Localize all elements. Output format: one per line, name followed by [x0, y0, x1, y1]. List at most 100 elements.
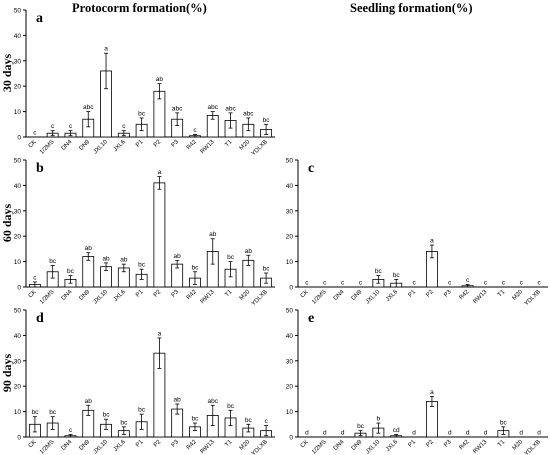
y-tick-label: 50 [286, 158, 294, 165]
x-tick-label: YDLXB [251, 139, 269, 157]
significance-letter: ab [85, 398, 93, 405]
y-tick-label: 50 [14, 8, 22, 15]
significance-letter: abc [225, 105, 236, 112]
significance-letter: d [305, 430, 309, 437]
x-tick-label: JXL6 [113, 139, 127, 153]
y-tick-label: 20 [286, 384, 294, 391]
x-tick-label: 1/2MS [39, 289, 56, 306]
significance-letter: bc [31, 409, 39, 416]
significance-letter: c [69, 123, 73, 130]
x-tick-label: DN4 [61, 289, 74, 302]
x-tick-label: DN4 [61, 439, 74, 452]
significance-letter: c [520, 280, 524, 287]
x-tick-label: P3 [443, 289, 453, 299]
y-tick-label: 20 [14, 384, 22, 391]
significance-letter: d [466, 430, 470, 437]
y-tick-label: 10 [14, 259, 22, 266]
panel-letter: b [36, 161, 44, 176]
y-tick-label: 50 [286, 308, 294, 315]
significance-letter: bc [357, 423, 365, 430]
x-tick-label: 1/2MS [39, 439, 56, 455]
x-tick-label: CK [300, 439, 310, 449]
significance-letter: d [323, 430, 327, 437]
significance-letter: bc [263, 266, 271, 273]
x-tick-label: JXL6 [113, 439, 127, 453]
significance-letter: d [537, 430, 541, 437]
x-tick-label: M20 [239, 139, 252, 152]
significance-letter: bc [500, 419, 508, 426]
significance-letter: c [264, 418, 268, 425]
significance-letter: a [158, 330, 162, 337]
x-tick-label: T1 [224, 139, 234, 149]
y-tick-label: 10 [286, 409, 294, 416]
significance-letter: c [69, 427, 73, 434]
x-tick-label: M20 [239, 439, 252, 452]
row-label: 60 days [0, 203, 14, 242]
significance-letter: d [519, 430, 523, 437]
significance-letter: abc [208, 104, 219, 111]
y-tick-label: 50 [14, 308, 22, 315]
significance-letter: bc [192, 264, 200, 271]
x-tick-label: DN4 [333, 289, 346, 302]
significance-letter: ab [156, 76, 164, 83]
y-tick-label: 40 [14, 183, 22, 190]
x-tick-label: 1/2MS [39, 139, 56, 156]
x-tick-label: P1 [135, 439, 145, 449]
y-tick-label: 0 [17, 135, 21, 142]
x-tick-label: T1 [497, 439, 507, 449]
x-tick-label: RW13 [472, 289, 488, 305]
y-tick-label: 40 [286, 333, 294, 340]
significance-letter: bc [120, 419, 128, 426]
y-tick-label: 30 [286, 208, 294, 215]
significance-letter: a [430, 238, 434, 245]
x-tick-label: 1/2MS [311, 289, 328, 306]
x-tick-label: JXL10 [365, 289, 382, 306]
significance-letter: a [430, 389, 434, 396]
x-tick-label: P1 [408, 439, 418, 449]
significance-letter: ab [174, 396, 182, 403]
x-tick-label: JXL10 [93, 439, 110, 455]
significance-letter: bc [49, 409, 57, 416]
y-tick-label: 10 [14, 409, 22, 416]
significance-letter: d [341, 430, 345, 437]
significance-letter: abc [208, 398, 219, 405]
x-tick-label: P3 [171, 289, 181, 299]
x-tick-label: DN9 [351, 439, 364, 452]
significance-letter: d [484, 430, 488, 437]
x-tick-label: DN4 [333, 439, 346, 452]
significance-letter: bc [138, 262, 146, 269]
column-title-seedling: Seedling formation(%) [350, 1, 473, 15]
x-tick-label: P3 [443, 439, 453, 449]
significance-letter: c [305, 280, 309, 287]
y-tick-label: 40 [286, 183, 294, 190]
y-tick-label: 10 [286, 259, 294, 266]
significance-letter: c [33, 274, 37, 281]
y-tick-label: 0 [289, 285, 293, 292]
x-tick-label: DN9 [78, 289, 91, 302]
significance-letter: bc [375, 268, 383, 275]
significance-letter: bc [245, 417, 253, 424]
x-tick-label: DN9 [78, 139, 91, 152]
x-tick-label: DN4 [61, 139, 74, 152]
y-tick-label: 50 [14, 158, 22, 165]
panel-d: 0 10 20 30 40 50 d bc CK bc 1/2MS c DN4 ab DN9 bc JXL10 b… [14, 308, 275, 455]
y-tick-label: 0 [17, 285, 21, 292]
significance-letter: bc [138, 407, 146, 414]
x-tick-label: T1 [224, 289, 234, 299]
x-tick-label: P2 [153, 439, 163, 449]
x-tick-label: R42 [459, 439, 471, 451]
x-tick-label: M20 [239, 289, 252, 302]
significance-letter: c [323, 280, 327, 287]
bar [82, 256, 95, 288]
x-tick-label: YDLXB [524, 439, 542, 455]
significance-letter: ab [85, 245, 93, 252]
significance-letter: bc [49, 258, 57, 265]
significance-letter: bc [103, 412, 111, 419]
x-tick-label: R42 [186, 139, 198, 151]
panel-letter: c [308, 161, 314, 176]
x-tick-label: CK [28, 139, 38, 149]
significance-letter: ab [245, 248, 253, 255]
x-tick-label: JXL6 [385, 439, 399, 453]
x-tick-label: P2 [425, 439, 435, 449]
